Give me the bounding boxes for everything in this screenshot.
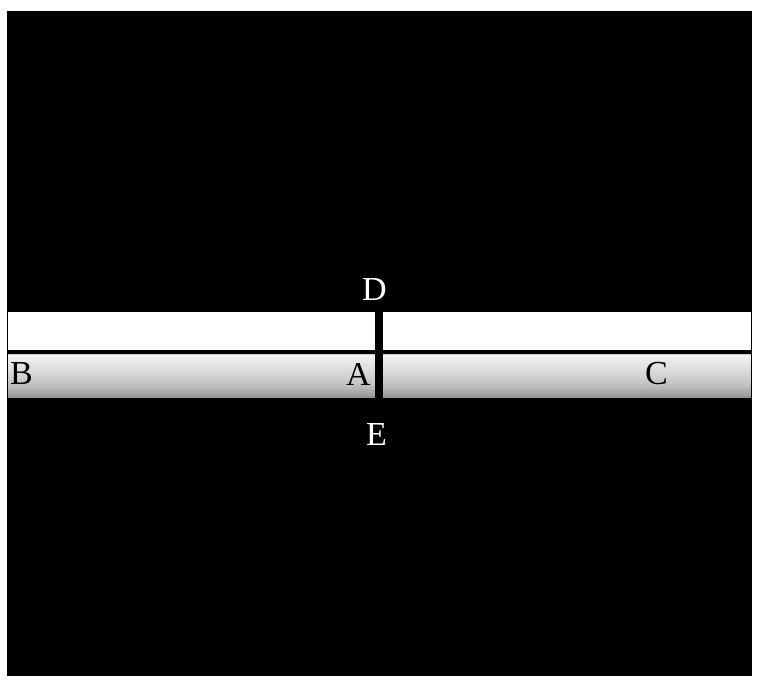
label-C: C bbox=[645, 357, 668, 391]
label-B: B bbox=[10, 357, 33, 391]
label-A: A bbox=[346, 358, 371, 392]
label-D: D bbox=[362, 273, 387, 307]
diagram-svg bbox=[0, 0, 759, 687]
label-E: E bbox=[366, 418, 387, 452]
diagram-stage: A B C D E bbox=[0, 0, 759, 687]
